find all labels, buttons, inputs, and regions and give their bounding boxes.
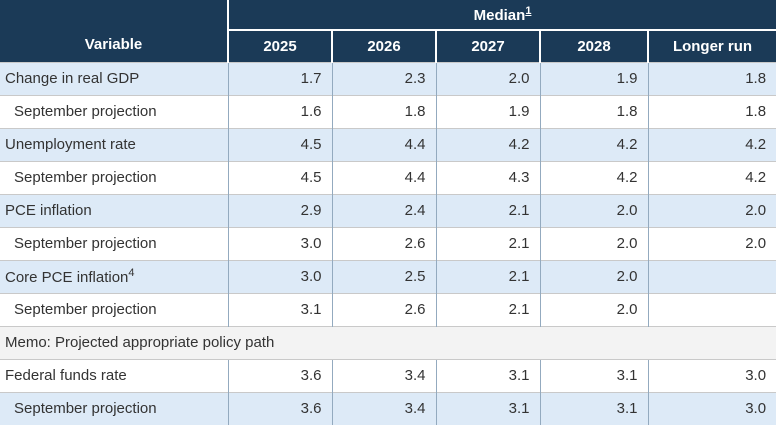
row-label: September projection (0, 292, 228, 326)
row-label: September projection (0, 94, 228, 128)
column-header-2026: 2026 (331, 30, 436, 62)
column-header-2027: 2027 (435, 30, 540, 62)
table-row: September projection 3.0 2.6 2.1 2.0 2.0 (0, 226, 776, 260)
cell: 4.2 (539, 160, 648, 194)
cell: 3.0 (647, 391, 776, 425)
cell: 2.1 (435, 226, 540, 260)
memo-label: Memo: Projected appropriate policy path (0, 325, 776, 359)
cell: 2.6 (331, 226, 436, 260)
cell: 2.9 (227, 193, 332, 227)
memo-row: Memo: Projected appropriate policy path (0, 325, 776, 359)
cell: 2.1 (435, 292, 540, 326)
cell: 1.7 (227, 61, 332, 95)
cell: 3.1 (435, 391, 540, 425)
cell: 2.0 (539, 193, 648, 227)
group-header-label: Median (473, 7, 526, 24)
row-label-text: September projection (14, 169, 157, 186)
cell: 3.1 (539, 358, 648, 392)
footnote-1-link[interactable]: 1 (525, 5, 532, 17)
cell: 2.0 (647, 226, 776, 260)
row-label-text: September projection (14, 103, 157, 120)
column-header-variable: Variable (0, 0, 229, 62)
cell: 1.8 (647, 61, 776, 95)
cell: 3.0 (227, 259, 332, 293)
cell: 4.2 (435, 127, 540, 161)
cell: 2.4 (331, 193, 436, 227)
row-label: Unemployment rate (0, 127, 228, 161)
cell: 2.1 (435, 259, 540, 293)
cell: 2.3 (331, 61, 436, 95)
table-row: September projection 4.5 4.4 4.3 4.2 4.2 (0, 160, 776, 194)
cell: 4.4 (331, 127, 436, 161)
cell: 4.2 (647, 127, 776, 161)
cell: 1.8 (647, 94, 776, 128)
table-row: Federal funds rate 3.6 3.4 3.1 3.1 3.0 (0, 358, 776, 392)
cell: 2.5 (331, 259, 436, 293)
cell: 2.0 (435, 61, 540, 95)
table-row: Change in real GDP 1.7 2.3 2.0 1.9 1.8 (0, 61, 776, 95)
row-label: Change in real GDP (0, 61, 228, 95)
cell: 4.2 (539, 127, 648, 161)
group-header-median: Median1 (228, 0, 776, 31)
table-row: Unemployment rate 4.5 4.4 4.2 4.2 4.2 (0, 127, 776, 161)
row-label-text: Change in real GDP (5, 70, 140, 87)
row-label: Core PCE inflation4 (0, 259, 228, 293)
table-row: September projection 1.6 1.8 1.9 1.8 1.8 (0, 94, 776, 128)
cell: 3.1 (539, 391, 648, 425)
row-label-text: September projection (14, 400, 157, 418)
row-label: Federal funds rate (0, 358, 228, 392)
cell: 2.0 (539, 226, 648, 260)
cell: 2.0 (647, 193, 776, 227)
cell: 2.0 (539, 292, 648, 326)
cell: 3.1 (227, 292, 332, 326)
cell: 4.5 (227, 127, 332, 161)
cell: 2.1 (435, 193, 540, 227)
cell: 1.6 (227, 94, 332, 128)
cell: 4.4 (331, 160, 436, 194)
cell: 4.2 (647, 160, 776, 194)
cell: 4.5 (227, 160, 332, 194)
column-header-longer-run: Longer run (646, 30, 776, 62)
cell: 3.0 (647, 358, 776, 392)
cell: 1.9 (435, 94, 540, 128)
row-label: September projection (0, 160, 228, 194)
table-row: Core PCE inflation4 3.0 2.5 2.1 2.0 (0, 259, 776, 293)
cell: 3.4 (331, 358, 436, 392)
column-header-2028: 2028 (539, 30, 648, 62)
table-row: September projection 3.1 2.6 2.1 2.0 (0, 292, 776, 326)
cell: 3.6 (227, 391, 332, 425)
row-label-text: September projection (14, 235, 157, 252)
cell: 2.0 (539, 259, 648, 293)
table-row: September projection 3.6 3.4 3.1 3.1 3.0 (0, 391, 776, 425)
cell: 1.8 (331, 94, 436, 128)
cell (647, 292, 776, 326)
row-label-text: PCE inflation (5, 202, 92, 219)
row-label-text: September projection (14, 301, 157, 318)
row-label: September projection (0, 391, 228, 425)
footnote-4-ref: 4 (128, 267, 135, 279)
cell: 3.4 (331, 391, 436, 425)
cell: 4.3 (435, 160, 540, 194)
row-label-text: Unemployment rate (5, 136, 136, 153)
table-row: PCE inflation 2.9 2.4 2.1 2.0 2.0 (0, 193, 776, 227)
cell: 1.8 (539, 94, 648, 128)
cell: 3.1 (435, 358, 540, 392)
row-label-text: Core PCE inflation (5, 269, 129, 286)
row-label-text: Federal funds rate (5, 367, 127, 384)
cell: 3.0 (227, 226, 332, 260)
row-label: September projection (0, 226, 228, 260)
cell: 2.6 (331, 292, 436, 326)
cell: 3.6 (227, 358, 332, 392)
row-label: PCE inflation (0, 193, 228, 227)
cell: 1.9 (539, 61, 648, 95)
column-header-2025: 2025 (228, 30, 332, 62)
cell (647, 259, 776, 293)
